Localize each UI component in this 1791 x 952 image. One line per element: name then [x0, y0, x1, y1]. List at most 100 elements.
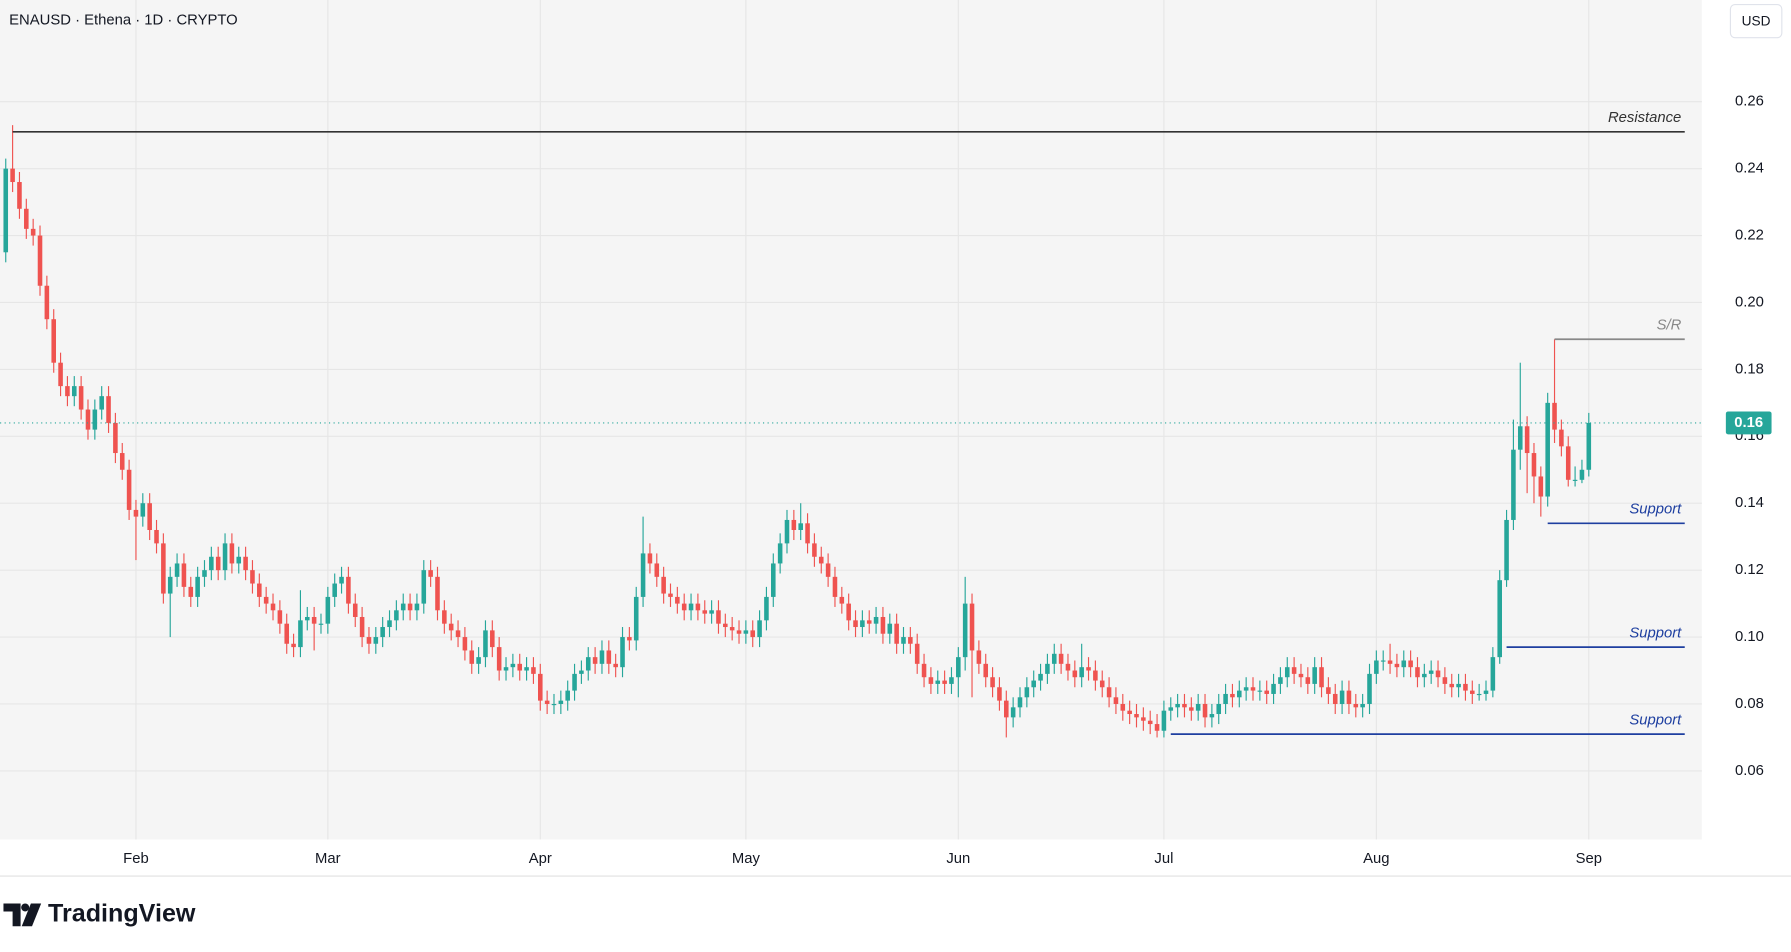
candle-body: [599, 650, 605, 664]
candle-body: [1504, 519, 1509, 581]
candle-body: [250, 570, 255, 584]
candle-body: [284, 623, 290, 644]
candle-body: [428, 570, 433, 577]
candle-body: [394, 610, 399, 621]
candle-body: [894, 623, 899, 644]
x-tick-label: Jul: [1154, 851, 1173, 867]
candle-body: [1312, 667, 1317, 684]
level-label: Resistance: [1608, 110, 1681, 126]
candle-body: [1490, 657, 1496, 691]
candle-body: [887, 623, 893, 634]
candle-body: [1010, 707, 1016, 718]
candle-body: [1264, 690, 1269, 694]
y-tick-label: 0.24: [1735, 161, 1764, 177]
candle-body: [818, 556, 824, 564]
candle-body: [585, 657, 591, 671]
x-tick-label: May: [732, 851, 761, 867]
candle-body: [414, 603, 420, 611]
candle-body: [716, 610, 721, 624]
candle-body: [1511, 449, 1516, 520]
candle-body: [462, 637, 468, 651]
candle-body: [935, 680, 941, 684]
candle-body: [1237, 690, 1242, 698]
candle-body: [1394, 663, 1400, 668]
candle-body: [195, 576, 200, 597]
candle-body: [209, 556, 214, 571]
candle-body: [78, 386, 84, 410]
candle-body: [113, 422, 118, 454]
candle-body: [1147, 720, 1153, 725]
candle-body: [962, 603, 968, 658]
candle-body: [510, 663, 516, 668]
candle-body: [633, 596, 639, 641]
candle-body: [1579, 469, 1585, 480]
level-label: Support: [1629, 712, 1682, 728]
candle-body: [167, 576, 173, 594]
candle-body: [366, 637, 372, 644]
candle-body: [860, 620, 865, 628]
candle-body: [222, 543, 228, 571]
candle-body: [592, 657, 598, 664]
x-tick-label: Mar: [315, 851, 341, 867]
candle-body: [1024, 687, 1030, 698]
candle-body: [1565, 446, 1571, 480]
candle-body: [325, 596, 331, 624]
candle-body: [1182, 703, 1187, 708]
candle-body: [620, 637, 625, 668]
candle-body: [58, 362, 63, 387]
candle-body: [565, 690, 570, 701]
candle-body: [997, 687, 1002, 701]
candle-body: [346, 576, 351, 604]
candle-body: [901, 637, 906, 644]
candle-body: [921, 663, 927, 678]
candle-body: [65, 386, 70, 397]
candle-body: [133, 509, 139, 517]
candle-body: [1374, 660, 1379, 674]
candle-body: [1367, 673, 1372, 704]
candle-body: [1449, 683, 1455, 688]
candle-body: [421, 570, 427, 604]
candle-body: [949, 677, 954, 684]
candle-body: [538, 673, 543, 701]
candle-body: [668, 593, 673, 597]
candle-body: [1360, 703, 1365, 708]
candle-body: [1422, 673, 1427, 678]
y-tick-label: 0.22: [1735, 227, 1764, 243]
currency-button-label[interactable]: USD: [1742, 13, 1771, 28]
brand-name: TradingView: [48, 900, 196, 928]
candle-body: [1305, 677, 1311, 684]
candle-body: [647, 553, 653, 564]
plot-background: [0, 0, 1702, 839]
candle-body: [503, 667, 509, 671]
candle-body: [1408, 660, 1413, 668]
candle-body: [1415, 667, 1420, 678]
candle-body: [640, 553, 646, 597]
currency-button[interactable]: [1729, 3, 1783, 39]
candle-body: [71, 386, 77, 397]
x-tick-label: Sep: [1576, 851, 1602, 867]
candle-body: [681, 603, 687, 611]
candle-body: [99, 396, 104, 410]
logo-mark: [3, 903, 21, 927]
logo-mark: [21, 903, 30, 912]
candle-body: [1387, 660, 1393, 664]
candle-body: [236, 556, 242, 564]
candle-body: [373, 637, 379, 644]
candle-body: [1093, 670, 1098, 681]
candle-body: [17, 182, 22, 209]
candle-body: [757, 620, 762, 638]
candle-body: [983, 663, 989, 678]
candle-body: [1045, 663, 1050, 674]
last-price-label: 0.16: [1734, 415, 1763, 431]
candle-body: [914, 643, 920, 664]
candle-body: [709, 610, 714, 614]
candle-body: [1099, 680, 1105, 688]
candle-body: [1435, 670, 1441, 678]
y-tick-label: 0.20: [1735, 294, 1764, 310]
candle-body: [928, 677, 934, 684]
candle-body: [1271, 683, 1276, 694]
candle-body: [805, 523, 810, 544]
candle-body: [435, 576, 440, 611]
candle-body: [85, 409, 91, 430]
candle-body: [627, 637, 632, 641]
